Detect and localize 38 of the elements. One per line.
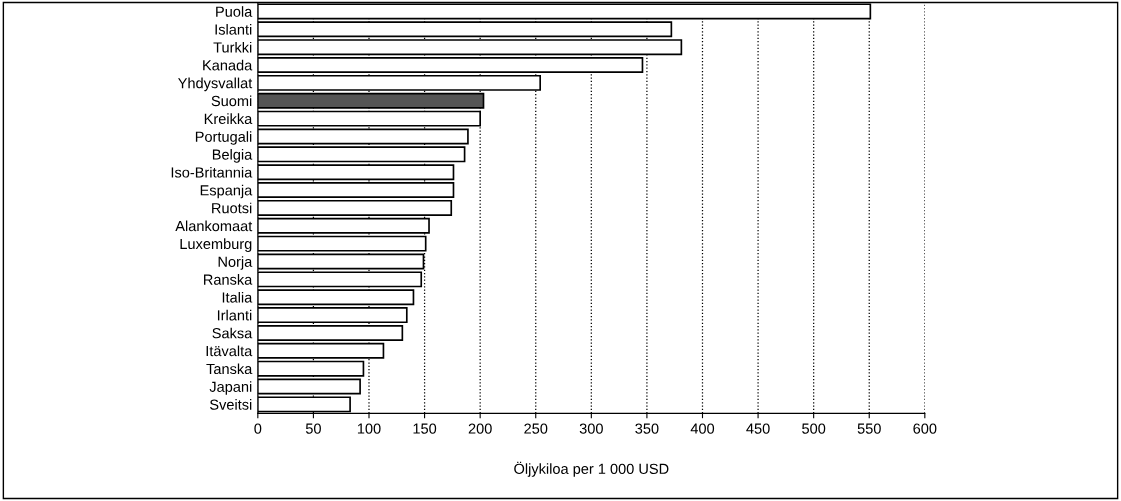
x-tick-label: 350: [635, 423, 659, 434]
y-tick-label: Islanti: [215, 24, 252, 35]
y-tick-label: Turkki: [213, 41, 252, 53]
x-tick-label: 400: [690, 423, 715, 434]
x-tick-label: 550: [857, 423, 881, 434]
x-tick-label: 450: [746, 423, 770, 434]
x-tick-label: 100: [357, 423, 381, 434]
x-axis-title: Öljykiloa per 1 000 USD: [514, 461, 669, 477]
y-tick-label: Kreikka: [204, 113, 253, 125]
x-tick-label: 200: [468, 423, 492, 434]
y-tick-label: Ranska: [204, 274, 253, 285]
y-tick-label: Puola: [216, 6, 253, 17]
x-tick-label: 150: [413, 423, 437, 434]
y-tick-label: Suomi: [211, 95, 252, 107]
x-tick-label: 50: [305, 423, 321, 434]
y-tick-label: Espanja: [200, 184, 253, 199]
y-tick-label: Belgia: [212, 149, 253, 163]
y-tick-label: Portugali: [195, 131, 252, 145]
y-tick-label: Japani: [209, 381, 252, 395]
x-tick-label: 250: [524, 423, 548, 434]
y-tick-label: Irlanti: [217, 309, 252, 321]
y-tick-label: Kanada: [203, 59, 253, 71]
y-tick-label: Luxemburg: [180, 238, 252, 252]
y-tick-label: Iso-Britannia: [171, 166, 253, 178]
y-tick-label: Sveitsi: [209, 399, 252, 410]
y-tick-label: Alankomaat: [175, 220, 253, 232]
y-tick-label: Norja: [218, 256, 253, 270]
x-tick-label: 600: [913, 423, 937, 434]
bar: [257, 92, 485, 109]
y-tick-label: Itävalta: [206, 345, 253, 357]
y-tick-label: Tanska: [206, 363, 253, 375]
x-tick-label: 0: [254, 423, 262, 434]
y-tick-label: Ruotsi: [212, 202, 252, 214]
x-tick-label: 500: [802, 423, 826, 434]
y-tick-label: Yhdysvallat: [178, 77, 253, 92]
y-tick-label: Saksa: [212, 327, 253, 339]
x-tick-label: 300: [579, 423, 603, 434]
y-tick-label: Italia: [222, 291, 253, 303]
